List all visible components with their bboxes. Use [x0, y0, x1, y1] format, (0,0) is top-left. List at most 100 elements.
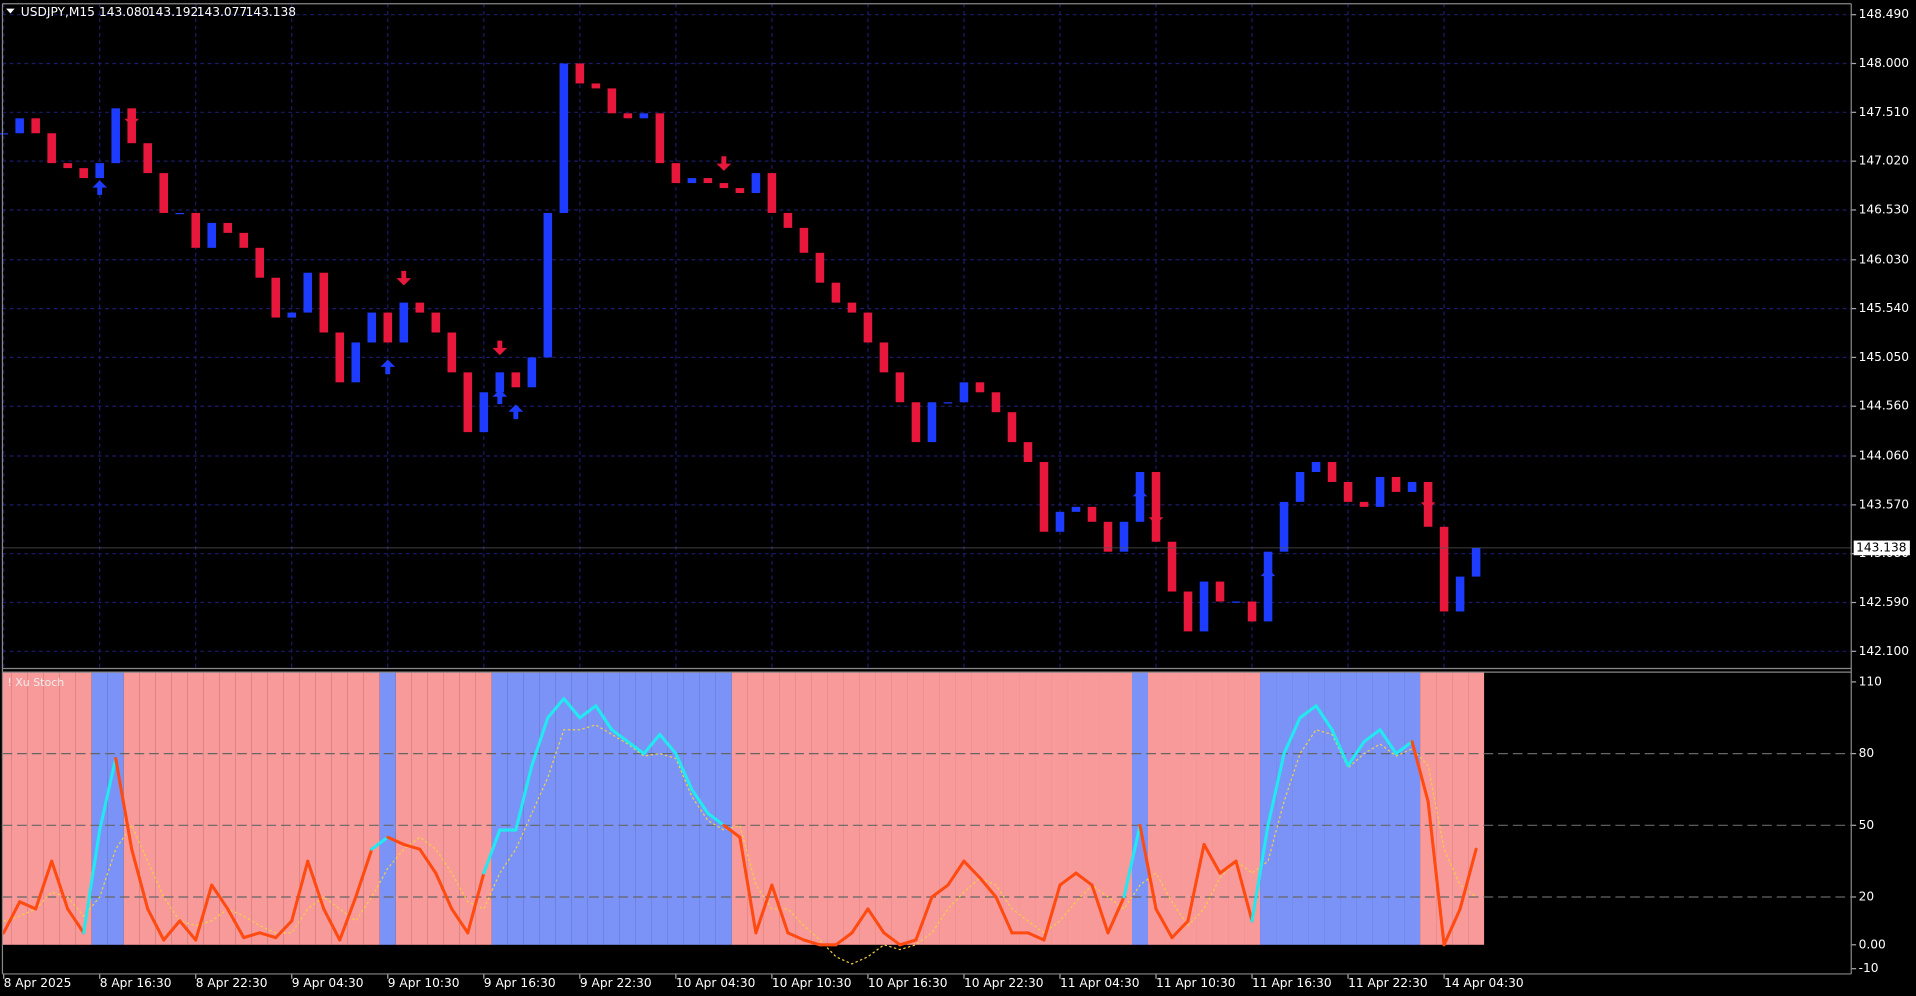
candle: [1439, 526, 1449, 612]
main-line-segment: [18, 900, 38, 911]
candle: [671, 163, 681, 184]
y-tick-label: 148.000: [1859, 56, 1909, 70]
main-line-segment: [322, 907, 342, 942]
trend-zone: [1228, 672, 1245, 945]
main-line-segment: [338, 895, 358, 942]
trend-zone: [587, 672, 604, 945]
trend-zone: [603, 672, 620, 945]
candle: [447, 332, 457, 373]
candle: [223, 222, 233, 233]
y-tick-label: 80: [1859, 746, 1875, 760]
candle: [911, 402, 921, 443]
trend-zone: [635, 672, 652, 945]
candle: [879, 342, 889, 373]
candle: [303, 272, 313, 313]
main-line-segment: [1426, 799, 1446, 947]
x-tick-label: 9 Apr 22:30: [580, 976, 652, 990]
main-line-segment: [882, 931, 902, 947]
trend-zone: [267, 672, 284, 945]
main-line-segment: [738, 835, 758, 935]
main-line-segment: [1298, 704, 1318, 720]
trend-zone: [699, 672, 716, 945]
trend-zone: [491, 672, 508, 945]
main-line-segment: [658, 732, 678, 756]
trend-zone: [1356, 672, 1373, 945]
main-line-segment: [962, 859, 982, 880]
y-tick-label: 142.100: [1859, 644, 1909, 658]
trend-zone: [1260, 672, 1277, 945]
ohlc-value: 143.077: [197, 5, 247, 19]
main-line-segment: [258, 931, 278, 940]
candle: [431, 312, 441, 333]
main-line-segment: [1122, 823, 1142, 899]
candle: [1295, 471, 1305, 502]
trend-zone: [1244, 672, 1261, 945]
trend-zone: [1099, 672, 1116, 945]
candle: [1167, 541, 1177, 592]
x-tick-label: 11 Apr 04:30: [1060, 976, 1140, 990]
trend-zone: [523, 672, 540, 945]
candle: [255, 247, 265, 278]
main-line-segment: [1058, 871, 1078, 887]
main-line-segment: [610, 728, 630, 744]
candle: [1311, 462, 1321, 472]
buy-arrow: [380, 359, 396, 375]
trend-zone: [1308, 672, 1325, 945]
main-line-segment: [290, 859, 310, 923]
x-tick-label: 11 Apr 16:30: [1252, 976, 1332, 990]
candle: [1391, 476, 1401, 492]
main-line-segment: [690, 787, 710, 815]
candle: [719, 183, 729, 189]
main-line-segment: [354, 847, 374, 899]
trend-zone: [459, 672, 476, 945]
main-line-segment: [642, 732, 662, 756]
candle: [735, 188, 745, 194]
main-line-segment: [946, 859, 966, 887]
main-line-segment: [242, 931, 262, 940]
main-line-segment: [162, 919, 182, 942]
trend-zone: [1164, 672, 1181, 945]
candle: [1039, 462, 1049, 532]
main-line-segment: [1378, 728, 1398, 756]
trend-zone: [1436, 672, 1453, 945]
candle: [239, 232, 249, 248]
main-line-segment: [114, 756, 134, 851]
trend-zone: [219, 672, 236, 945]
candle: [1087, 506, 1097, 522]
x-tick-label: 14 Apr 04:30: [1444, 976, 1524, 990]
candle: [207, 222, 217, 248]
main-line-segment: [466, 871, 486, 935]
last-price-label: 143.138: [1856, 540, 1906, 554]
x-tick-label: 8 Apr 2025: [4, 976, 72, 990]
y-tick-label: 142.590: [1859, 595, 1909, 609]
trend-zone: [2, 672, 12, 945]
main-line-segment: [306, 859, 326, 911]
trend-zone: [107, 672, 124, 945]
y-tick-label: 145.540: [1859, 301, 1909, 315]
x-tick-label: 9 Apr 04:30: [292, 976, 364, 990]
main-line-segment: [194, 883, 214, 942]
candle: [15, 118, 24, 134]
trend-zone: [1180, 672, 1197, 945]
y-tick-label: 146.030: [1859, 252, 1909, 266]
trend-zone: [539, 672, 556, 945]
trend-zone: [251, 672, 268, 945]
main-line-segment: [626, 740, 646, 756]
candle: [463, 372, 473, 433]
main-line-segment: [994, 895, 1014, 935]
main-line-segment: [514, 764, 534, 832]
main-line-segment: [1202, 842, 1222, 875]
main-line-segment: [1138, 823, 1158, 911]
trend-zone: [59, 672, 76, 945]
main-line-segment: [370, 835, 390, 851]
candle: [895, 372, 905, 403]
main-line-segment: [850, 907, 870, 935]
ohlc-value: 143.192: [148, 5, 198, 19]
candle: [1455, 576, 1465, 612]
main-line-segment: [1186, 842, 1206, 923]
trend-zone: [1276, 672, 1293, 945]
trend-zone: [299, 672, 316, 945]
ohlc-value: 143.080: [99, 5, 149, 19]
candle: [639, 113, 649, 119]
main-line-segment: [770, 883, 790, 935]
